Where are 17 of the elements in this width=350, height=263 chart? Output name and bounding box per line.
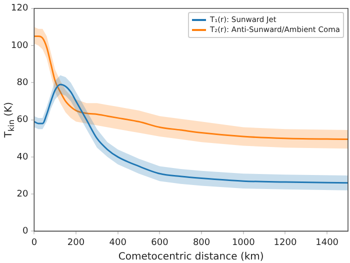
x-tick-label: 400 [109, 238, 127, 248]
x-tick-label: 1200 [274, 238, 297, 248]
y-axis-title: Tkin (K) [4, 102, 16, 139]
x-tick-label: 600 [151, 238, 169, 248]
y-tick-label: 60 [16, 115, 28, 126]
x-axis-title: Cometocentric distance (km) [118, 252, 264, 263]
y-tick-label: 0 [22, 226, 28, 237]
x-tick-label: 0 [31, 238, 38, 248]
x-tick-label: 1000 [232, 238, 256, 248]
x-tick-label: 1400 [316, 238, 339, 248]
x-tick-label: 200 [67, 238, 85, 248]
y-tick-label: 40 [16, 152, 28, 162]
y-tick-label: 80 [16, 78, 28, 88]
y-tick-label: 100 [10, 40, 28, 51]
y-tick-label: 120 [10, 4, 28, 14]
y-tick-label: 20 [16, 189, 28, 200]
x-tick-label: 800 [192, 238, 210, 248]
